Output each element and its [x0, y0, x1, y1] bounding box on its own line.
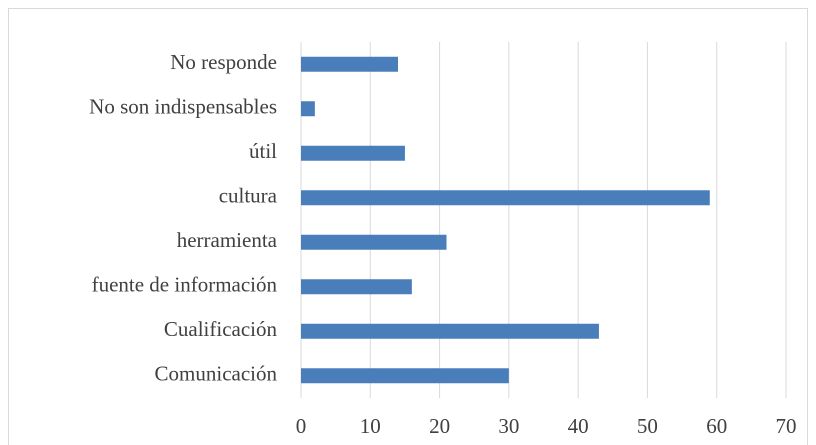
x-tick-label: 50 [637, 414, 658, 438]
bar [301, 145, 405, 161]
bar [301, 234, 447, 250]
x-tick-label: 10 [360, 414, 381, 438]
x-tick-label: 20 [429, 414, 450, 438]
y-tick-label: herramienta [177, 228, 278, 252]
x-tick-label: 60 [706, 414, 727, 438]
y-tick-label: Cualificación [164, 317, 278, 341]
bar [301, 279, 412, 295]
y-tick-label: No son indispensables [89, 95, 277, 119]
bar [301, 323, 599, 339]
bar [301, 101, 315, 117]
bar [301, 56, 398, 72]
x-tick-label: 70 [776, 414, 797, 438]
y-tick-label: cultura [219, 184, 278, 208]
x-tick-label: 40 [568, 414, 589, 438]
y-tick-label: Comunicación [155, 362, 278, 386]
y-tick-label: No responde [170, 50, 277, 74]
bar [301, 368, 509, 384]
y-tick-label: fuente de información [92, 273, 278, 297]
y-tick-label: útil [249, 139, 277, 163]
x-tick-label: 30 [498, 414, 519, 438]
x-tick-label: 0 [296, 414, 307, 438]
bar [301, 190, 710, 206]
